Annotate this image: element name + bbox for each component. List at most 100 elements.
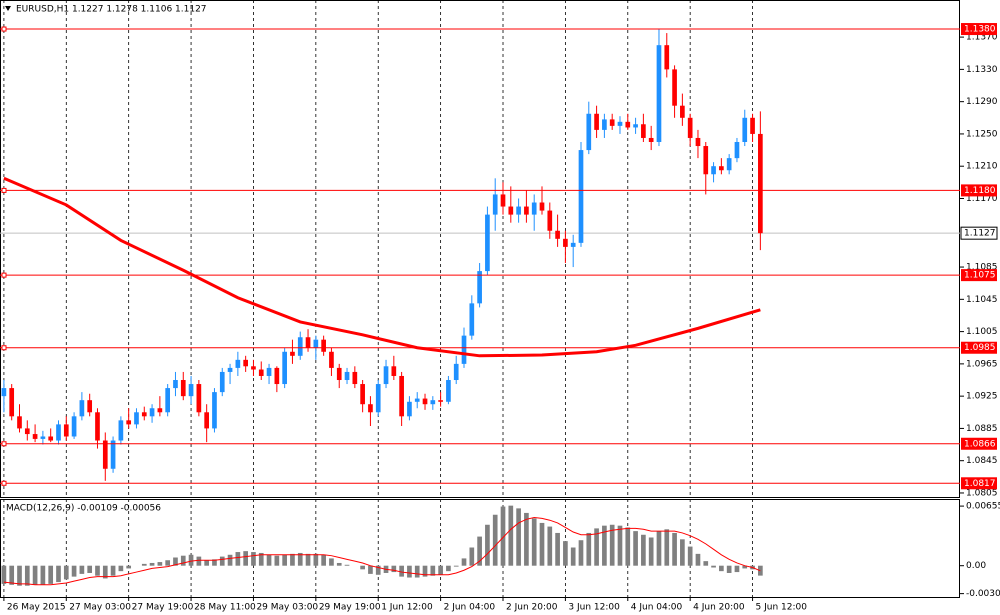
candle-body bbox=[321, 339, 326, 352]
macd-bar bbox=[227, 554, 233, 566]
candle-body bbox=[48, 436, 54, 441]
macd-bar bbox=[672, 532, 677, 566]
macd-bar bbox=[79, 565, 85, 574]
candle-body bbox=[734, 142, 740, 159]
macd-bar bbox=[17, 565, 22, 586]
candle-body bbox=[672, 69, 677, 106]
candle-body bbox=[687, 117, 693, 138]
candle-body bbox=[383, 366, 389, 385]
candle-body bbox=[477, 271, 482, 304]
macd-bar bbox=[508, 505, 514, 566]
candle-body bbox=[56, 424, 61, 441]
macd-bar bbox=[726, 565, 732, 573]
y-tick-label: 0.00655 bbox=[966, 502, 1000, 512]
macd-bar bbox=[602, 525, 607, 566]
candle-body bbox=[586, 113, 592, 151]
macd-bar bbox=[71, 565, 77, 577]
macd-bar bbox=[63, 565, 69, 580]
candle-body bbox=[134, 412, 139, 425]
candle-body bbox=[126, 420, 132, 425]
y-tick-label: 1.0805 bbox=[966, 488, 998, 498]
macd-bar bbox=[313, 553, 319, 566]
candle-body bbox=[508, 206, 514, 215]
x-tick-label: 29 May 19:00 bbox=[319, 603, 381, 613]
macd-bar bbox=[321, 554, 326, 566]
candle-body bbox=[243, 359, 248, 367]
candle-body bbox=[1, 388, 7, 397]
candle-body bbox=[664, 45, 670, 70]
main-panel-frame bbox=[0, 0, 960, 498]
x-tick-label: 27 May 03:00 bbox=[69, 603, 131, 613]
candle-body bbox=[274, 367, 280, 385]
macd-bar bbox=[274, 555, 280, 566]
candle-body bbox=[17, 416, 22, 429]
candle-body bbox=[438, 400, 443, 402]
candle-body bbox=[680, 105, 685, 118]
macd-bar bbox=[157, 562, 163, 566]
menu-arrow-icon[interactable] bbox=[5, 6, 11, 11]
macd-bar bbox=[399, 565, 404, 577]
candle-body bbox=[399, 375, 404, 417]
candle-body bbox=[524, 206, 529, 215]
candle-body bbox=[79, 400, 85, 417]
candle-body bbox=[407, 401, 412, 417]
macd-bar bbox=[547, 526, 553, 566]
macd-bar bbox=[118, 565, 124, 572]
y-tick-label: -0.00307 bbox=[966, 589, 1000, 599]
candle-body bbox=[609, 119, 615, 126]
candle-body bbox=[188, 384, 194, 397]
y-tick-label: 1.0965 bbox=[966, 359, 998, 369]
macd-bar bbox=[625, 527, 631, 566]
candle-body bbox=[9, 388, 15, 417]
candle-body bbox=[648, 137, 654, 142]
macd-bar bbox=[516, 508, 521, 566]
macd-bar bbox=[204, 560, 210, 566]
level-label-box bbox=[961, 269, 997, 282]
level-label: 1.1180 bbox=[964, 186, 996, 196]
macd-bar bbox=[485, 524, 490, 566]
macd-bar bbox=[165, 560, 171, 566]
level-label: 1.0985 bbox=[964, 343, 996, 353]
candle-body bbox=[329, 351, 334, 368]
macd-bar bbox=[40, 565, 46, 585]
macd-bar bbox=[711, 565, 716, 568]
macd-bar bbox=[594, 528, 599, 566]
macd-bar bbox=[360, 565, 365, 570]
macd-bar bbox=[609, 524, 615, 566]
y-tick-label: 1.1250 bbox=[966, 129, 998, 139]
candle-body bbox=[617, 121, 623, 126]
current-price-label: 1.1127 bbox=[964, 229, 996, 239]
x-tick-label: 2 Jun 04:00 bbox=[444, 603, 496, 613]
y-tick-label: 1.1370 bbox=[966, 33, 998, 43]
y-tick-label: 1.1005 bbox=[966, 327, 998, 337]
macd-bar bbox=[297, 552, 303, 566]
macd-bar bbox=[251, 552, 256, 566]
candle-body bbox=[422, 398, 428, 405]
candle-body bbox=[87, 400, 93, 413]
macd-bar bbox=[407, 565, 412, 578]
candle-body bbox=[157, 408, 163, 413]
macd-bar bbox=[391, 565, 397, 573]
macd-bar bbox=[586, 532, 592, 566]
candle-body bbox=[563, 238, 568, 247]
x-tick-label: 29 May 03:00 bbox=[256, 603, 318, 613]
macd-bar bbox=[742, 565, 748, 569]
candle-body bbox=[602, 119, 607, 130]
level-anchor bbox=[1, 441, 7, 447]
macd-bar bbox=[555, 532, 560, 566]
level-anchor bbox=[1, 26, 7, 32]
macd-bar bbox=[375, 565, 381, 575]
y-tick-label: 1.1045 bbox=[966, 295, 998, 305]
macd-bar bbox=[141, 563, 147, 566]
candle-body bbox=[141, 412, 147, 417]
chart-title: EURUSD,H1 1.1227 1.1278 1.1106 1.1127 bbox=[16, 5, 207, 15]
macd-bar bbox=[95, 565, 100, 576]
y-tick-label: 1.0845 bbox=[966, 456, 998, 466]
macd-bar bbox=[32, 565, 38, 585]
macd-bar bbox=[570, 547, 576, 566]
x-tick-label: 3 Jun 12:00 bbox=[568, 603, 620, 613]
candle-body bbox=[578, 150, 584, 243]
macd-bar bbox=[180, 555, 186, 566]
macd-bar bbox=[703, 561, 709, 566]
candle-body bbox=[344, 371, 350, 381]
